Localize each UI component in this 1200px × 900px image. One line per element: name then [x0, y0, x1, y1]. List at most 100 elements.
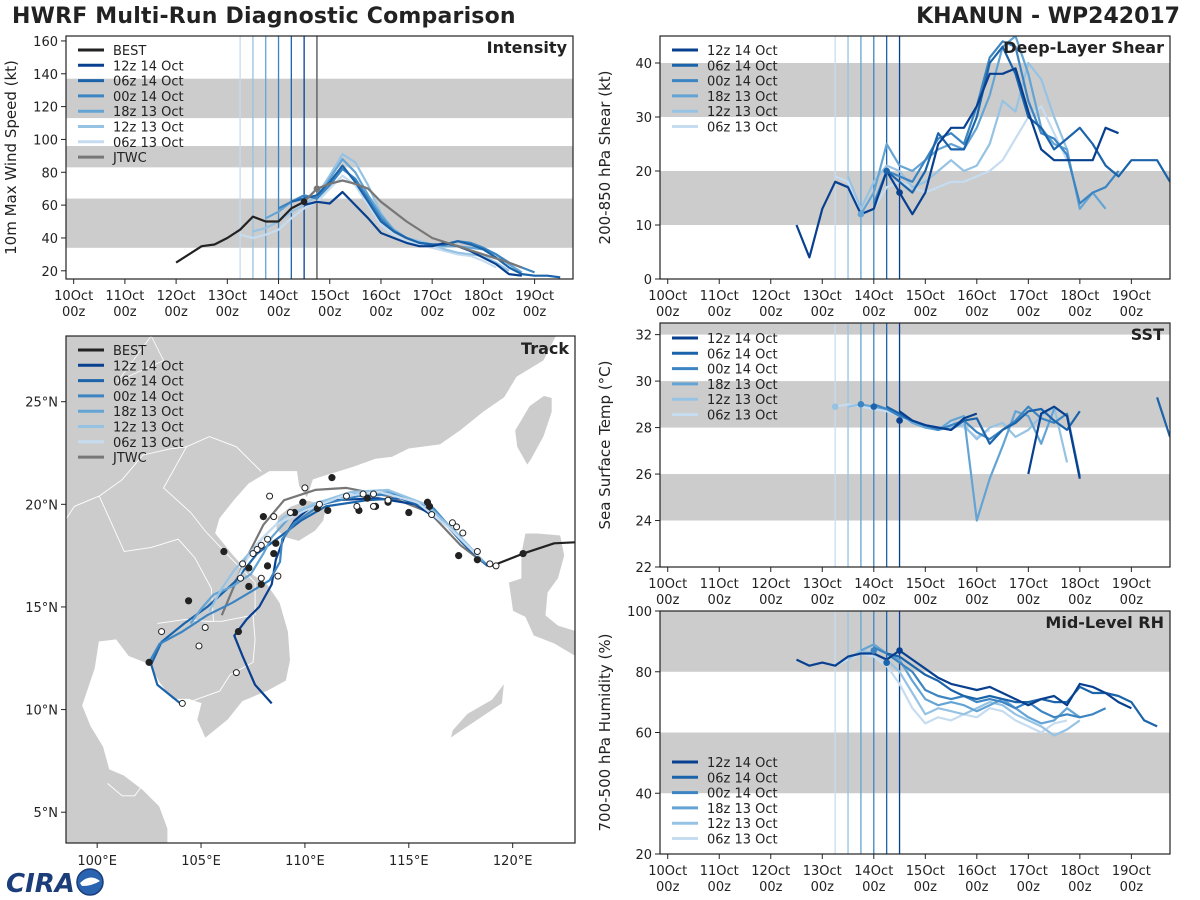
series-06z-13-oct [239, 174, 497, 269]
track-forecast-marker [384, 496, 392, 504]
x-tick-label-hour: 00z [759, 593, 783, 608]
legend-label-12z-13-oct: 12z 13 Oct [707, 393, 778, 408]
x-tick-label-day: 15Oct [906, 864, 945, 879]
x-tick-label-hour: 00z [1120, 305, 1144, 320]
x-tick-label-day: 14Oct [259, 289, 298, 304]
x-tick-label-day: 19Oct [1112, 864, 1151, 879]
track-forecast-marker [459, 529, 467, 537]
x-tick-label-hour: 00z [472, 305, 496, 320]
x-tick-label-hour: 00z [369, 305, 393, 320]
y-tick-label: 24 [635, 515, 652, 530]
legend-label-06z-13-oct: 06z 13 Oct [707, 833, 778, 848]
track-position-marker [272, 539, 280, 547]
series-18z-13-oct [859, 36, 1107, 215]
x-tick-label-hour: 00z [1120, 593, 1144, 608]
y-tick-label: 80 [635, 666, 652, 681]
land-detail [116, 336, 165, 383]
shade-band-1 [660, 381, 1170, 428]
legend-label-06z-14-oct: 06z 14 Oct [113, 75, 184, 90]
marker-jtwc [313, 185, 321, 192]
y-axis-label: 700-500 hPa Humidity (%) [596, 633, 614, 831]
legend-label-06z-13-oct: 06z 13 Oct [707, 121, 778, 136]
series-12z-13-oct [846, 61, 1069, 210]
track-position-marker [245, 582, 253, 591]
series-00z-14-oct [872, 40, 1120, 205]
x-tick-label-day: 17Oct [1009, 577, 1048, 592]
y-tick-label: 100 [33, 133, 58, 148]
border-vietnam-laos [163, 446, 256, 616]
track-position-marker [455, 552, 463, 560]
shade-band-1 [660, 63, 1170, 117]
track-position-marker [184, 597, 193, 605]
series-group [175, 153, 561, 279]
x-tick-label-hour: 00z [708, 593, 732, 608]
track-forecast-marker [359, 490, 367, 498]
legend-label-00z-14-oct: 00z 14 Oct [707, 75, 778, 90]
x-tick-label-day: 16Oct [957, 864, 996, 879]
x-tick-label-day: 16Oct [957, 289, 996, 304]
track-forecast-marker [257, 541, 265, 549]
shade-band-2 [660, 323, 1170, 335]
y-axis-label: 200-850 hPa Shear (kt) [596, 71, 614, 245]
legend-label-12z-14-oct: 12z 14 Oct [113, 359, 184, 374]
y-tick-label: 160 [33, 35, 58, 50]
y-tick-label: 5°N [34, 806, 59, 821]
x-tick-label-day: 15Oct [906, 577, 945, 592]
x-tick-label-hour: 00z [656, 880, 680, 895]
series-group [795, 36, 1170, 259]
track-forecast-marker [428, 511, 436, 519]
x-tick-label-hour: 00z [656, 593, 680, 608]
x-tick-label-hour: 00z [914, 593, 938, 608]
legend-label-00z-14-oct: 00z 14 Oct [707, 363, 778, 378]
x-tick-label-hour: 00z [1068, 880, 1092, 895]
x-tick-label-day: 10Oct [54, 289, 93, 304]
border-china-vietnam-laos [98, 436, 262, 497]
legend-label-06z-14-oct: 06z 14 Oct [707, 771, 778, 786]
series-18z-13-oct [860, 643, 1081, 725]
x-tick-label: 115°E [389, 854, 429, 869]
x-tick-label-day: 11Oct [700, 289, 739, 304]
x-tick-label-hour: 00z [1068, 593, 1092, 608]
legend-label-12z-13-oct: 12z 13 Oct [707, 105, 778, 120]
y-tick-label: 80 [41, 166, 58, 181]
legend-label-18z-13-oct: 18z 13 Oct [707, 90, 778, 105]
map-area [66, 336, 575, 843]
y-tick-label: 10°N [25, 704, 58, 719]
marker-12z-14-oct [896, 417, 903, 424]
x-tick-label-hour: 00z [1120, 880, 1144, 895]
x-tick-label: 110°E [285, 854, 325, 869]
x-tick-label-hour: 00z [862, 880, 886, 895]
track-position-marker [324, 506, 332, 515]
track-forecast-marker [301, 484, 309, 492]
series-06z-14-oct [291, 164, 561, 279]
track-forecast-marker [270, 513, 278, 521]
y-tick-label: 15°N [25, 601, 58, 616]
y-axis-label: Sea Surface Temp (°C) [596, 360, 614, 529]
marker-00z-14-oct [870, 647, 878, 654]
x-tick-label-day: 12Oct [157, 289, 196, 304]
track-forecast-marker [453, 523, 461, 531]
marker-12z-13-oct [831, 403, 839, 410]
x-tick-label-day: 14Oct [854, 864, 893, 879]
track-position-marker [405, 508, 413, 517]
track-forecast-marker [369, 490, 377, 498]
legend-label-06z-14-oct: 06z 14 Oct [707, 347, 778, 362]
y-tick-label: 140 [33, 68, 58, 83]
y-tick-label: 60 [41, 199, 58, 214]
y-axis-label: 10m Max Wind Speed (kt) [2, 60, 20, 255]
track-position-marker [519, 549, 527, 558]
x-tick-label-day: 19Oct [1112, 289, 1151, 304]
x-tick-label-hour: 00z [1017, 593, 1041, 608]
legend-label-12z-14-oct: 12z 14 Oct [707, 332, 778, 347]
land-taiwan [514, 395, 553, 467]
series-group [796, 643, 1158, 737]
y-tick-label: 120 [33, 101, 58, 116]
axes-frame [65, 35, 574, 280]
x-tick-label-hour: 00z [811, 880, 835, 895]
cira-logo: CIRA [6, 868, 104, 898]
x-tick-label-day: 10Oct [648, 864, 687, 879]
legend-label-jtwc: JTWC [112, 151, 147, 166]
